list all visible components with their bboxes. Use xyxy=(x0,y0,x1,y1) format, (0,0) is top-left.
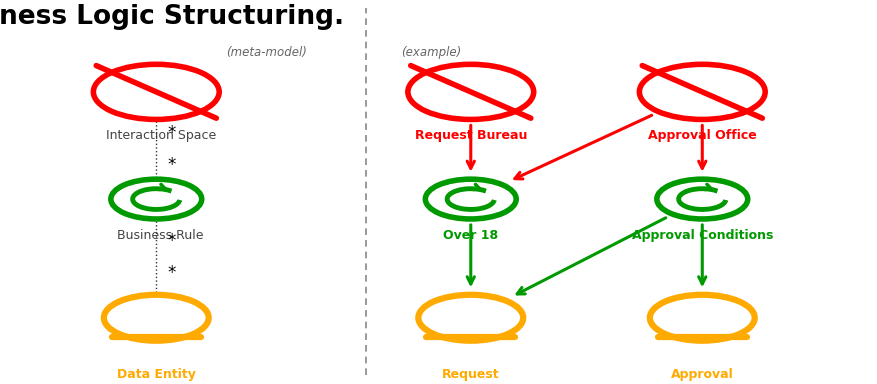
Text: *: * xyxy=(168,156,176,174)
Text: Approval Office: Approval Office xyxy=(648,129,757,142)
Text: (meta-model): (meta-model) xyxy=(226,46,307,59)
Text: (example): (example) xyxy=(401,46,461,59)
Text: *: * xyxy=(168,264,176,282)
Text: *: * xyxy=(168,124,176,142)
Text: Request Bureau: Request Bureau xyxy=(415,129,527,142)
Text: ness Logic Structuring.: ness Logic Structuring. xyxy=(0,4,344,30)
Text: Approval Conditions: Approval Conditions xyxy=(631,228,773,242)
Text: *: * xyxy=(168,232,176,250)
Text: Approval: Approval xyxy=(671,367,734,381)
Text: Over 18: Over 18 xyxy=(443,228,498,242)
Text: Data Entity: Data Entity xyxy=(117,367,196,381)
Text: Interaction Space: Interaction Space xyxy=(105,129,216,142)
Text: Business Rule: Business Rule xyxy=(118,228,203,242)
Text: Request: Request xyxy=(442,367,500,381)
